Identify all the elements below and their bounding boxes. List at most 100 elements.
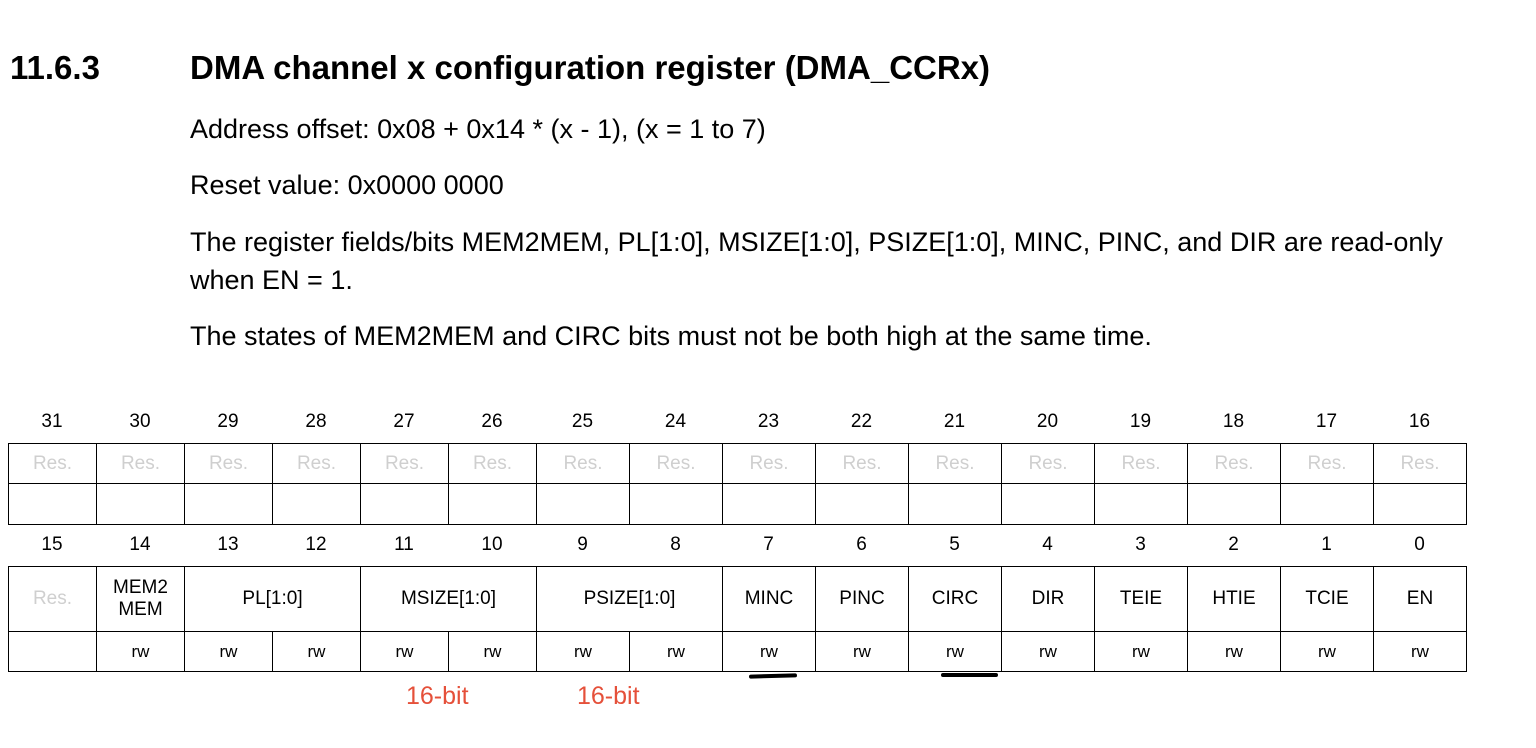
bit-number-5: 5	[949, 534, 960, 555]
field-res: Res.	[1094, 443, 1188, 484]
bit-number-15: 15	[41, 534, 63, 555]
field-res: Res.	[1187, 443, 1281, 484]
access-cell-bit-6: rw	[815, 631, 909, 672]
bit-number-1: 1	[1321, 534, 1332, 555]
bit-number-4: 4	[1042, 534, 1053, 555]
bit-number-27: 27	[393, 411, 415, 432]
access-cell-bit-24	[629, 483, 723, 525]
access-cell-bit-30	[96, 483, 185, 525]
field-htie: HTIE	[1187, 566, 1281, 632]
access-cell-bit-12: rw	[272, 631, 361, 672]
circ-underline-mark	[941, 673, 998, 677]
field-res: Res.	[96, 443, 185, 484]
upper-bit-numbers: 31 30 29 28 27 26 25 24 23 22 21 20 19 18 17 16	[8, 407, 1466, 437]
section-number: 11.6.3	[10, 49, 100, 86]
minc-underline-mark	[748, 673, 798, 679]
bit-number-31: 31	[41, 411, 63, 432]
access-cell-bit-10: rw	[448, 631, 537, 672]
bit-number-3: 3	[1135, 534, 1146, 555]
reset-value-text: Reset value: 0x0000 0000	[190, 170, 504, 200]
access-cell-bit-2: rw	[1187, 631, 1281, 672]
field-teie: TEIE	[1094, 566, 1188, 632]
field-tcie: TCIE	[1280, 566, 1374, 632]
bit-number-25: 25	[571, 411, 594, 432]
bit-number-11: 11	[394, 534, 414, 555]
field-res: Res.	[8, 443, 97, 484]
field-pl-1-0: PL[1:0]	[184, 566, 361, 632]
bit-number-29: 29	[217, 411, 239, 432]
bit-number-30: 30	[129, 411, 151, 432]
bit-number-21: 21	[943, 411, 966, 432]
bit-number-12: 12	[305, 534, 327, 555]
field-res: Res.	[8, 566, 97, 632]
field-minc: MINC	[722, 566, 816, 632]
field-res: Res.	[448, 443, 537, 484]
bit-number-19: 19	[1129, 411, 1152, 432]
bit-number-18: 18	[1222, 411, 1245, 432]
upper-field-row: Res. Res. Res. Res. Res. Res. Res. Res. Res. Res.…	[8, 443, 1467, 484]
bit-number-23: 23	[757, 411, 780, 432]
states-note: The states of MEM2MEM and CIRC bits must…	[190, 321, 1152, 351]
bit-number-17: 17	[1315, 411, 1338, 432]
field-en: EN	[1373, 566, 1467, 632]
upper-access-row	[8, 483, 1467, 525]
bit-number-16: 16	[1408, 411, 1431, 432]
bit-number-22: 22	[850, 411, 873, 432]
access-cell-bit-27	[360, 483, 449, 525]
field-res: Res.	[184, 443, 273, 484]
access-cell-bit-22	[815, 483, 909, 525]
msize-annotation: 16-bit	[406, 682, 469, 710]
field-res: Res.	[1001, 443, 1095, 484]
access-cell-bit-20	[1001, 483, 1095, 525]
bit-number-28: 28	[305, 411, 327, 432]
bit-number-7: 7	[763, 534, 774, 555]
access-cell-bit-28	[272, 483, 361, 525]
access-cell-bit-7: rw	[722, 631, 816, 672]
access-cell-bit-11: rw	[360, 631, 449, 672]
psize-annotation: 16-bit	[577, 682, 640, 710]
bit-number-9: 9	[577, 534, 588, 555]
access-cell-bit-21	[908, 483, 1002, 525]
access-cell-bit-23	[722, 483, 816, 525]
access-cell-bit-16	[1373, 483, 1467, 525]
bit-number-6: 6	[856, 534, 867, 555]
field-mem2mem: MEM2 MEM	[96, 566, 185, 632]
bit-number-13: 13	[217, 534, 239, 555]
field-res: Res.	[1373, 443, 1467, 484]
access-cell-bit-14: rw	[96, 631, 185, 672]
lower-access-row: rw rw rw rw rw rw rw rw rw rw rw rw rw rw rw	[8, 631, 1467, 672]
access-cell-bit-3: rw	[1094, 631, 1188, 672]
access-cell-bit-31	[8, 483, 97, 525]
field-res: Res.	[722, 443, 816, 484]
access-cell-bit-1: rw	[1280, 631, 1374, 672]
register-upper-table: Res. Res. Res. Res. Res. Res. Res. Res. Res. Res.…	[8, 443, 1467, 525]
bit-number-0: 0	[1414, 534, 1425, 555]
field-msize-1-0: MSIZE[1:0]	[360, 566, 537, 632]
field-res: Res.	[360, 443, 449, 484]
access-cell-bit-9: rw	[536, 631, 630, 672]
bit-number-26: 26	[481, 411, 503, 432]
access-cell-bit-13: rw	[184, 631, 273, 672]
access-cell-bit-15	[8, 631, 97, 672]
field-res: Res.	[272, 443, 361, 484]
bit-number-20: 20	[1036, 411, 1059, 432]
access-cell-bit-8: rw	[629, 631, 723, 672]
section-title: DMA channel x configuration register (DM…	[190, 49, 991, 86]
bit-number-8: 8	[670, 534, 681, 555]
access-cell-bit-26	[448, 483, 537, 525]
bit-number-24: 24	[664, 411, 687, 432]
access-cell-bit-17	[1280, 483, 1374, 525]
access-cell-bit-25	[536, 483, 630, 525]
lower-bit-numbers: 15 14 13 12 11 10 9 8 7 6 5 4 3 2 1 0	[8, 530, 1466, 560]
field-psize-1-0: PSIZE[1:0]	[536, 566, 723, 632]
register-lower-table: Res. MEM2 MEM PL[1:0] MSIZE[1:0] PSIZE[1:0] MI…	[8, 566, 1467, 672]
field-dir: DIR	[1001, 566, 1095, 632]
field-res: Res.	[536, 443, 630, 484]
field-res: Res.	[1280, 443, 1374, 484]
lower-field-row: Res. MEM2 MEM PL[1:0] MSIZE[1:0] PSIZE[1:0] MI…	[8, 566, 1467, 632]
access-cell-bit-5: rw	[908, 631, 1002, 672]
access-cell-bit-0: rw	[1373, 631, 1467, 672]
access-cell-bit-4: rw	[1001, 631, 1095, 672]
access-cell-bit-18	[1187, 483, 1281, 525]
access-cell-bit-19	[1094, 483, 1188, 525]
